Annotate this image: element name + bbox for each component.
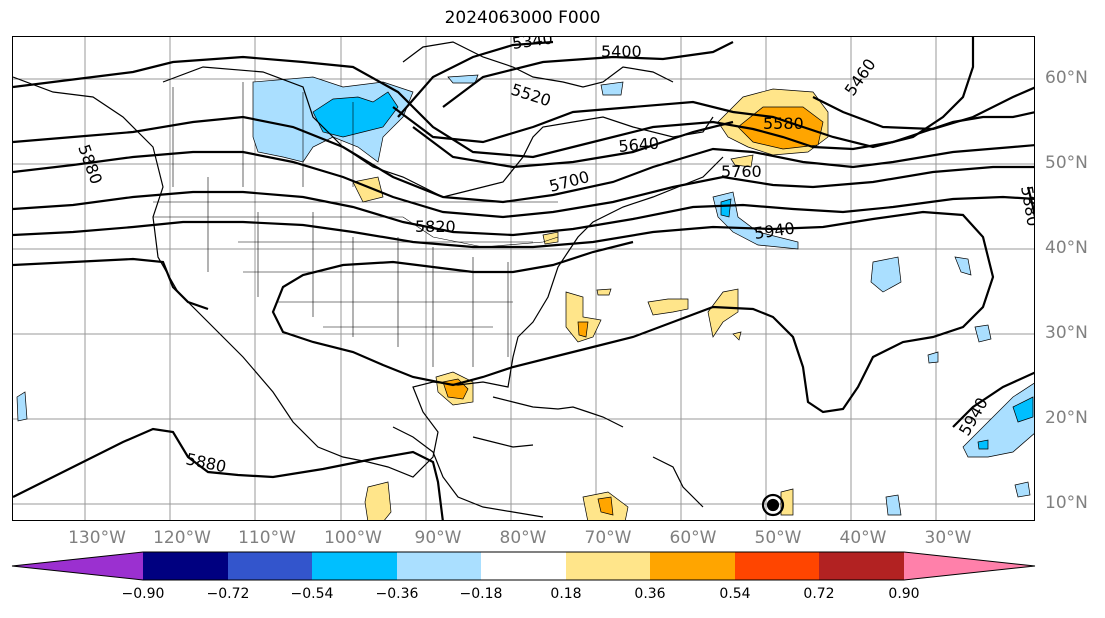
- lon-label: 90°W: [414, 528, 462, 548]
- contour-label-group: 5340 5400 5460 5520 5580 5640 5700 5760 …: [74, 37, 1035, 476]
- contour-label: 5340: [511, 37, 554, 53]
- lon-label: 60°W: [669, 528, 717, 548]
- lon-label: 70°W: [584, 528, 632, 548]
- contour-label: 5880: [1017, 184, 1035, 227]
- map-title: 2024063000 F000: [444, 8, 601, 28]
- contour-label: 5460: [841, 55, 880, 99]
- lon-label: 80°W: [499, 528, 547, 548]
- height-contours: [13, 37, 1034, 520]
- colorbar-segments: [11, 551, 1036, 581]
- lat-label: 10°N: [1045, 493, 1088, 513]
- lat-label: 30°N: [1045, 323, 1088, 343]
- map-panel: 5340 5400 5460 5520 5580 5640 5700 5760 …: [12, 36, 1035, 521]
- lat-label: 20°N: [1045, 408, 1088, 428]
- lon-label: 110°W: [238, 528, 296, 548]
- colorbar-tick: −0.90: [121, 586, 165, 602]
- shaded-regions: [16, 74, 1034, 520]
- contour-label: 5940: [753, 218, 796, 242]
- colorbar-extend-low: [12, 552, 143, 580]
- lon-label: 120°W: [153, 528, 211, 548]
- colorbar: [11, 551, 1036, 581]
- colorbar-extend-high: [904, 552, 1035, 580]
- coastlines: [13, 41, 724, 518]
- colorbar-segment: [481, 552, 566, 580]
- colorbar-segment: [143, 552, 228, 580]
- colorbar-tick: 0.18: [550, 586, 582, 602]
- graticule: [13, 37, 1034, 520]
- colorbar-tick: 0.36: [634, 586, 666, 602]
- contour-label: 5520: [509, 80, 554, 111]
- contour-label: 5760: [721, 162, 762, 181]
- colorbar-segment: [735, 552, 819, 580]
- colorbar-segment: [397, 552, 481, 580]
- colorbar-segment: [650, 552, 735, 580]
- colorbar-segment: [819, 552, 904, 580]
- colorbar-tick: −0.18: [459, 586, 503, 602]
- lat-label: 50°N: [1045, 153, 1088, 173]
- colorbar-tick: −0.36: [375, 586, 419, 602]
- map-svg: 5340 5400 5460 5520 5580 5640 5700 5760 …: [13, 37, 1035, 520]
- contour-label: 5400: [601, 42, 642, 61]
- contour-label: 5640: [618, 134, 660, 156]
- lon-label: 40°W: [839, 528, 887, 548]
- contour-label: 5880: [184, 449, 228, 476]
- colorbar-tick: 0.72: [803, 586, 835, 602]
- lon-label: 100°W: [324, 528, 382, 548]
- lon-label: 50°W: [754, 528, 802, 548]
- colorbar-segment: [312, 552, 397, 580]
- contour-label: 5580: [763, 114, 804, 133]
- lat-label: 60°N: [1045, 68, 1088, 88]
- colorbar-outline: [11, 551, 1036, 581]
- colorbar-tick: −0.54: [290, 586, 334, 602]
- contour-label: 5820: [415, 217, 456, 236]
- colorbar-tick: 0.54: [719, 586, 751, 602]
- lon-label: 130°W: [68, 528, 126, 548]
- lon-label: 30°W: [924, 528, 972, 548]
- colorbar-segment: [566, 552, 650, 580]
- lat-label: 40°N: [1045, 238, 1088, 258]
- colorbar-tick: −0.72: [206, 586, 250, 602]
- colorbar-segment: [228, 552, 312, 580]
- colorbar-tick: 0.90: [888, 586, 920, 602]
